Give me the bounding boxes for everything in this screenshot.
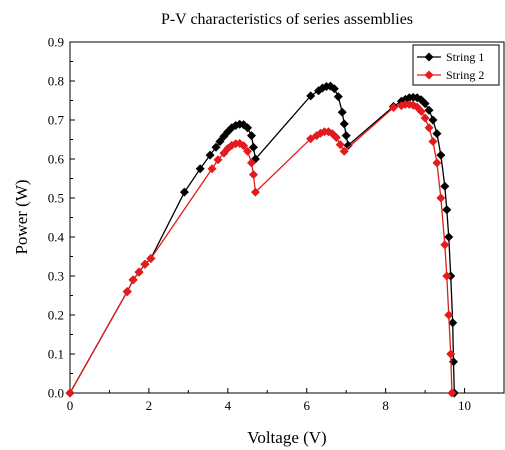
data-point bbox=[389, 103, 399, 113]
data-point bbox=[428, 136, 438, 146]
data-point bbox=[331, 133, 341, 143]
data-point bbox=[428, 115, 438, 125]
axes: 0 2 4 6 8 10 0.0 0.1 0.2 0.3 0.4 0.5 0.6 0.7 0.8 0.9 bbox=[48, 35, 471, 414]
x-tick-label: 8 bbox=[382, 398, 389, 413]
data-point bbox=[179, 187, 189, 197]
data-point bbox=[239, 141, 249, 151]
data-point bbox=[432, 158, 442, 168]
y-tick-label: 0.1 bbox=[48, 347, 64, 362]
y-tick-label: 0.4 bbox=[48, 230, 65, 245]
data-point bbox=[248, 142, 258, 152]
y-tick-label: 0.6 bbox=[48, 152, 65, 167]
chart-title: P-V characteristics of series assemblies bbox=[161, 11, 413, 28]
data-point bbox=[329, 84, 339, 94]
data-point bbox=[432, 129, 442, 139]
y-tick-label: 0.7 bbox=[48, 113, 65, 128]
data-point bbox=[213, 155, 223, 165]
legend-label-string-2: String 2 bbox=[446, 68, 484, 82]
data-point bbox=[444, 310, 454, 320]
data-point bbox=[339, 119, 349, 129]
data-point bbox=[442, 205, 452, 215]
x-axis-title: Voltage (V) bbox=[247, 428, 326, 447]
data-point bbox=[246, 158, 256, 168]
y-axis-title: Power (W) bbox=[12, 179, 31, 254]
data-point bbox=[440, 181, 450, 191]
data-point bbox=[248, 170, 258, 180]
series-2 bbox=[65, 99, 457, 398]
plot-area bbox=[69, 41, 505, 394]
data-point bbox=[444, 232, 454, 242]
data-point bbox=[440, 240, 450, 250]
data-point bbox=[343, 140, 353, 150]
y-tick-label: 0.2 bbox=[48, 308, 64, 323]
legend-marker-string-2 bbox=[424, 70, 434, 80]
legend: String 1 String 2 bbox=[412, 44, 500, 86]
data-point bbox=[205, 150, 215, 160]
data-point bbox=[447, 388, 457, 398]
data-point bbox=[207, 164, 217, 174]
legend-label-string-1: String 1 bbox=[446, 50, 484, 64]
data-point bbox=[339, 146, 349, 156]
y-tick-label: 0.3 bbox=[48, 269, 64, 284]
data-point bbox=[211, 142, 221, 152]
series-layer bbox=[65, 81, 459, 398]
data-point bbox=[335, 140, 345, 150]
data-point bbox=[424, 105, 434, 115]
x-tick-label: 6 bbox=[303, 398, 310, 413]
data-point bbox=[243, 123, 253, 133]
x-tick-label: 10 bbox=[458, 398, 471, 413]
y-tick-label: 0.5 bbox=[48, 191, 64, 206]
data-point bbox=[448, 318, 458, 328]
y-tick-label: 0.0 bbox=[48, 386, 64, 401]
data-point bbox=[420, 113, 430, 123]
data-point bbox=[424, 123, 434, 133]
data-point bbox=[306, 134, 316, 144]
series-line bbox=[69, 103, 453, 394]
data-point bbox=[215, 136, 225, 146]
data-point bbox=[306, 91, 316, 101]
data-point bbox=[436, 193, 446, 203]
data-point bbox=[146, 253, 156, 263]
y-tick-label: 0.8 bbox=[48, 74, 64, 89]
legend-marker-string-1 bbox=[424, 52, 434, 62]
series-1 bbox=[65, 81, 459, 398]
data-point bbox=[195, 164, 205, 174]
data-point bbox=[250, 187, 260, 197]
data-point bbox=[140, 259, 150, 269]
data-point bbox=[246, 131, 256, 141]
data-point bbox=[446, 349, 456, 359]
data-point bbox=[243, 146, 253, 156]
data-point bbox=[333, 92, 343, 102]
data-point bbox=[65, 388, 75, 398]
data-point bbox=[420, 99, 430, 109]
x-tick-label: 0 bbox=[67, 398, 74, 413]
legend-box bbox=[412, 44, 500, 86]
data-point bbox=[122, 287, 132, 297]
data-point bbox=[128, 275, 138, 285]
data-point bbox=[436, 150, 446, 160]
y-tick-label: 0.9 bbox=[48, 35, 64, 50]
series-line bbox=[69, 85, 455, 394]
data-point bbox=[134, 267, 144, 277]
data-point bbox=[416, 106, 426, 116]
data-point bbox=[341, 131, 351, 141]
data-point bbox=[442, 271, 452, 281]
x-tick-label: 4 bbox=[225, 398, 232, 413]
data-point bbox=[337, 107, 347, 117]
x-tick-label: 2 bbox=[146, 398, 153, 413]
